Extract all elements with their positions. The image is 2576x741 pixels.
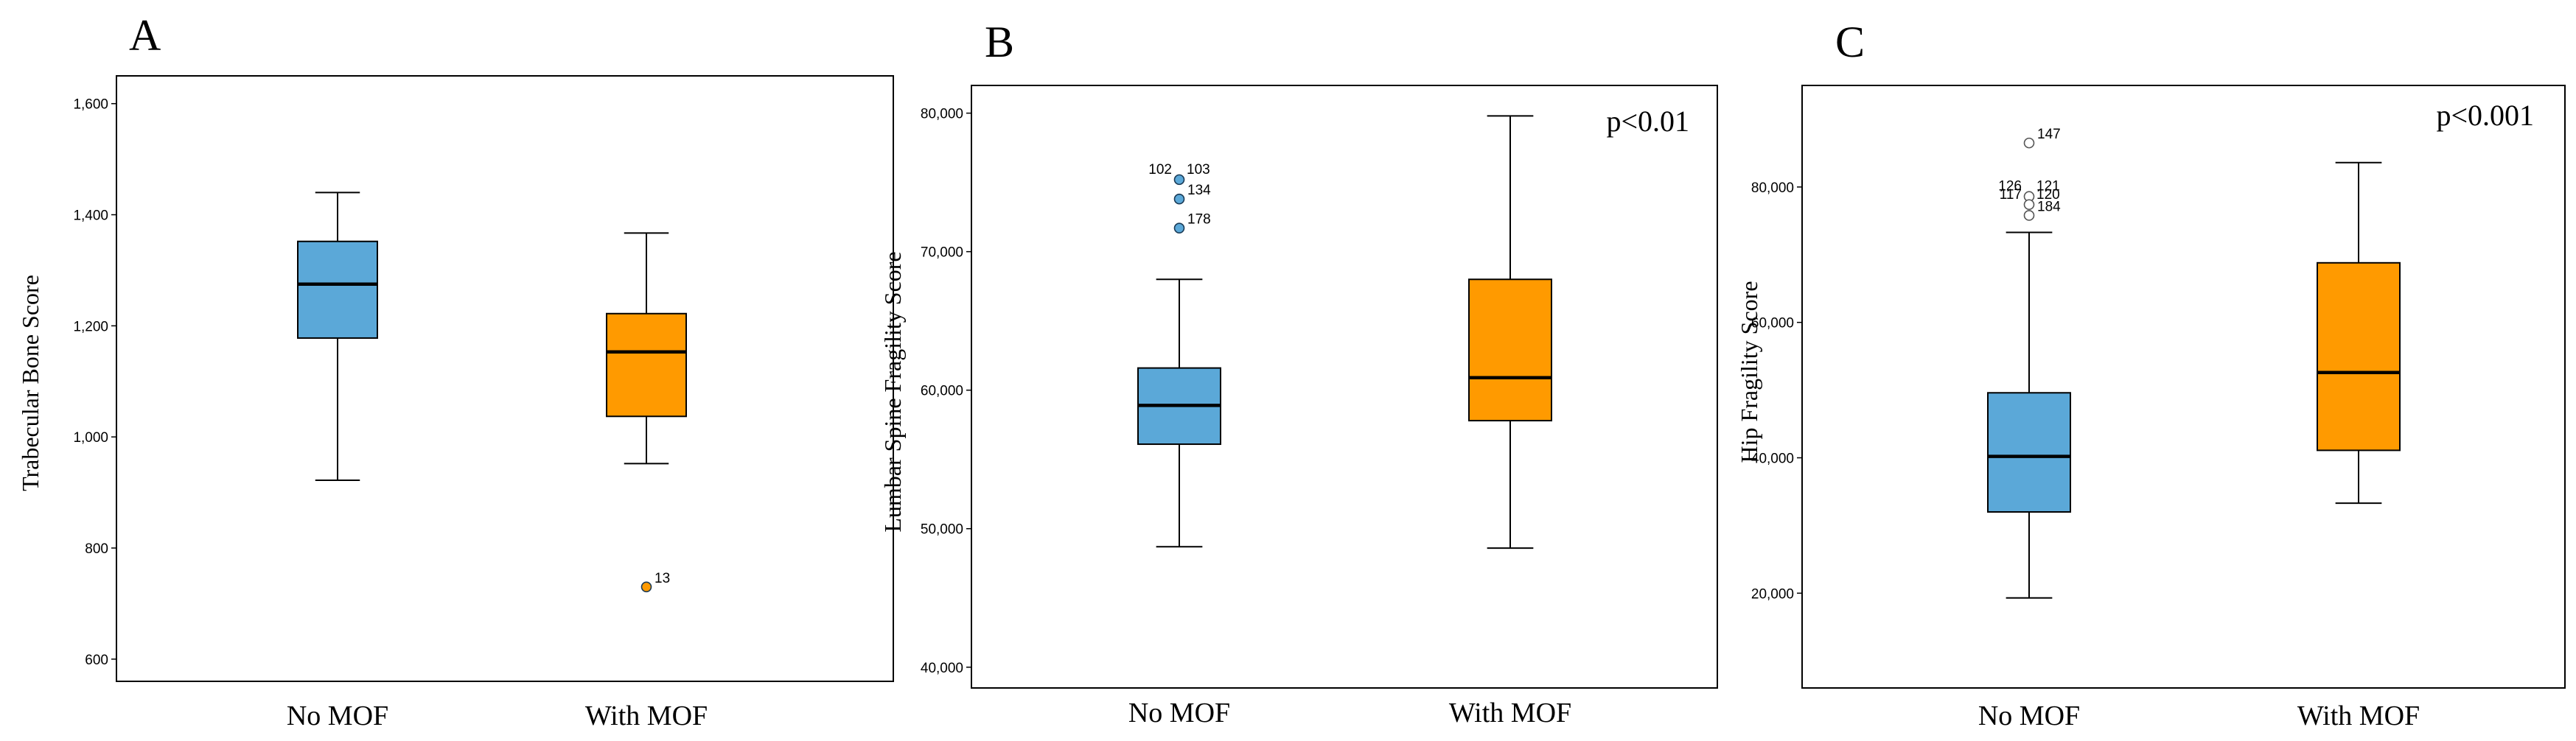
outlier-label: 126 (1998, 179, 2022, 194)
panel-b-p-value: p<0.01 (1606, 105, 1689, 138)
iqr-box (297, 240, 378, 339)
panel-a-ylabel: Trabecular Bone Score (17, 275, 43, 491)
panel-a: A Trabecular Bone Score 600 800 1,000 1,200… (17, 11, 894, 731)
outlier-point (2023, 137, 2035, 149)
panel-a-box-with-mof: 13 (606, 232, 687, 593)
outlier-point (640, 581, 652, 593)
outlier-label: 103 (1187, 162, 1210, 178)
outlier-point (1173, 174, 1185, 186)
outlier-point (2023, 210, 2035, 221)
panel-a-y-axis: 600 800 1,000 1,200 1,400 1,600 (73, 97, 116, 668)
panel-c-ytick-label: 20,000 (1751, 586, 1794, 602)
panel-a-xlabel-with-mof: With MOF (585, 700, 708, 731)
panel-c-xlabel-with-mof: With MOF (2297, 700, 2420, 731)
panel-b: B Lumbar Spine Fragility Score 40,000 50,… (879, 18, 1718, 728)
panel-b-ytick-label: 80,000 (921, 107, 963, 122)
panel-a-ytick-label: 1,400 (73, 208, 108, 224)
panel-b-ylabel: Lumbar Spine Fragility Score (879, 251, 906, 532)
outlier-label: 178 (1187, 212, 1211, 228)
iqr-box (2317, 261, 2401, 452)
iqr-box (606, 312, 687, 418)
outlier-label: 134 (1187, 183, 1211, 198)
panel-b-boxes: 102 103 134 178 (1137, 115, 1552, 549)
panel-c-ylabel: Hip Fragility Score (1736, 281, 1762, 463)
outlier-label: 102 (1148, 162, 1172, 178)
panel-b-box-no-mof: 102 103 134 178 (1137, 162, 1221, 548)
panel-a-ytick-label: 1,000 (73, 430, 108, 446)
panel-c-xlabel-no-mof: No MOF (1978, 700, 2080, 731)
outlier-label: 121 (2036, 179, 2060, 194)
panel-b-ytick-label: 40,000 (921, 661, 963, 676)
panel-c-ytick-label: 60,000 (1751, 316, 1794, 331)
outlier-label: 184 (2037, 199, 2061, 214)
panel-b-y-axis: 40,000 50,000 60,000 70,000 80,000 (921, 107, 971, 676)
panel-c-plot-frame (1801, 85, 2566, 689)
panel-b-xlabel-no-mof: No MOF (1128, 698, 1230, 728)
panel-a-ytick-label: 1,200 (73, 319, 108, 334)
panel-a-ytick-label: 800 (85, 541, 108, 557)
panel-a-ytick-label: 600 (85, 653, 108, 668)
panel-b-plot-frame (971, 85, 1718, 689)
panel-a-plot-frame (116, 75, 894, 682)
iqr-box (1468, 278, 1552, 422)
outlier-label: 117 (2000, 187, 2022, 203)
panel-b-letter: B (985, 18, 1014, 66)
panel-c-ytick-label: 80,000 (1751, 180, 1794, 196)
panel-a-xlabel-no-mof: No MOF (287, 700, 388, 731)
panel-c-ytick-label: 40,000 (1751, 452, 1794, 467)
panel-b-ytick-label: 50,000 (921, 522, 963, 538)
panel-a-box-no-mof (297, 192, 378, 482)
panel-c-box-with-mof (2317, 161, 2401, 505)
panel-c-p-value: p<0.001 (2436, 99, 2534, 132)
panel-b-box-with-mof (1468, 115, 1552, 549)
panel-c-y-axis: 20,000 40,000 60,000 80,000 (1751, 180, 1802, 602)
outlier-point (1173, 193, 1185, 205)
panel-b-ytick-label: 70,000 (921, 245, 963, 261)
panel-a-ytick-label: 1,600 (73, 97, 108, 113)
iqr-box (1987, 392, 2071, 513)
outlier-label: 147 (2037, 127, 2061, 142)
panel-b-xlabel-with-mof: With MOF (1449, 698, 1571, 728)
panel-a-letter: A (129, 11, 161, 60)
outlier-point (1173, 222, 1185, 233)
outlier-label: 120 (2036, 187, 2060, 203)
outlier-label: 13 (655, 571, 670, 586)
panel-b-ytick-label: 60,000 (921, 384, 963, 399)
outlier-point (2023, 199, 2035, 211)
panel-c-letter: C (1835, 18, 1865, 66)
panel-a-boxes: 13 (297, 192, 687, 593)
panel-c: C Hip Fragility Score 20,000 40,000 60,000… (1736, 18, 2566, 731)
